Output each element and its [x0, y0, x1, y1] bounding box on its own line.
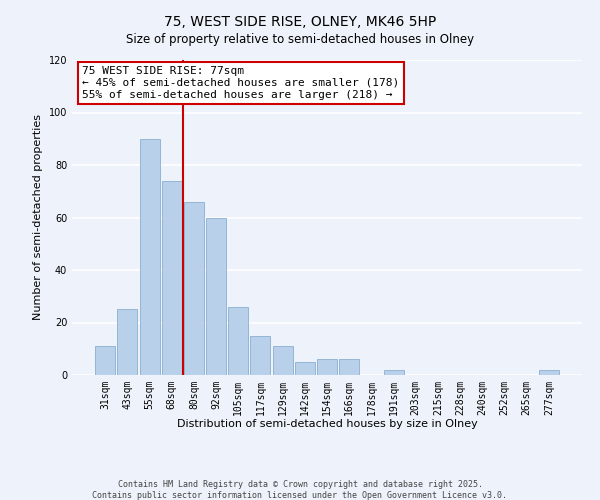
Bar — [118, 310, 137, 375]
X-axis label: Distribution of semi-detached houses by size in Olney: Distribution of semi-detached houses by … — [176, 420, 478, 430]
Bar — [539, 370, 559, 375]
Bar — [339, 359, 359, 375]
Text: Size of property relative to semi-detached houses in Olney: Size of property relative to semi-detach… — [126, 32, 474, 46]
Bar — [95, 346, 115, 375]
Bar — [317, 359, 337, 375]
Bar — [206, 218, 226, 375]
Bar — [272, 346, 293, 375]
Text: 75, WEST SIDE RISE, OLNEY, MK46 5HP: 75, WEST SIDE RISE, OLNEY, MK46 5HP — [164, 15, 436, 29]
Bar — [228, 306, 248, 375]
Bar — [383, 370, 404, 375]
Bar — [140, 138, 160, 375]
Bar — [250, 336, 271, 375]
Text: Contains HM Land Registry data © Crown copyright and database right 2025.
Contai: Contains HM Land Registry data © Crown c… — [92, 480, 508, 500]
Bar — [184, 202, 204, 375]
Text: 75 WEST SIDE RISE: 77sqm
← 45% of semi-detached houses are smaller (178)
55% of : 75 WEST SIDE RISE: 77sqm ← 45% of semi-d… — [82, 66, 400, 100]
Y-axis label: Number of semi-detached properties: Number of semi-detached properties — [33, 114, 43, 320]
Bar — [295, 362, 315, 375]
Bar — [162, 180, 182, 375]
